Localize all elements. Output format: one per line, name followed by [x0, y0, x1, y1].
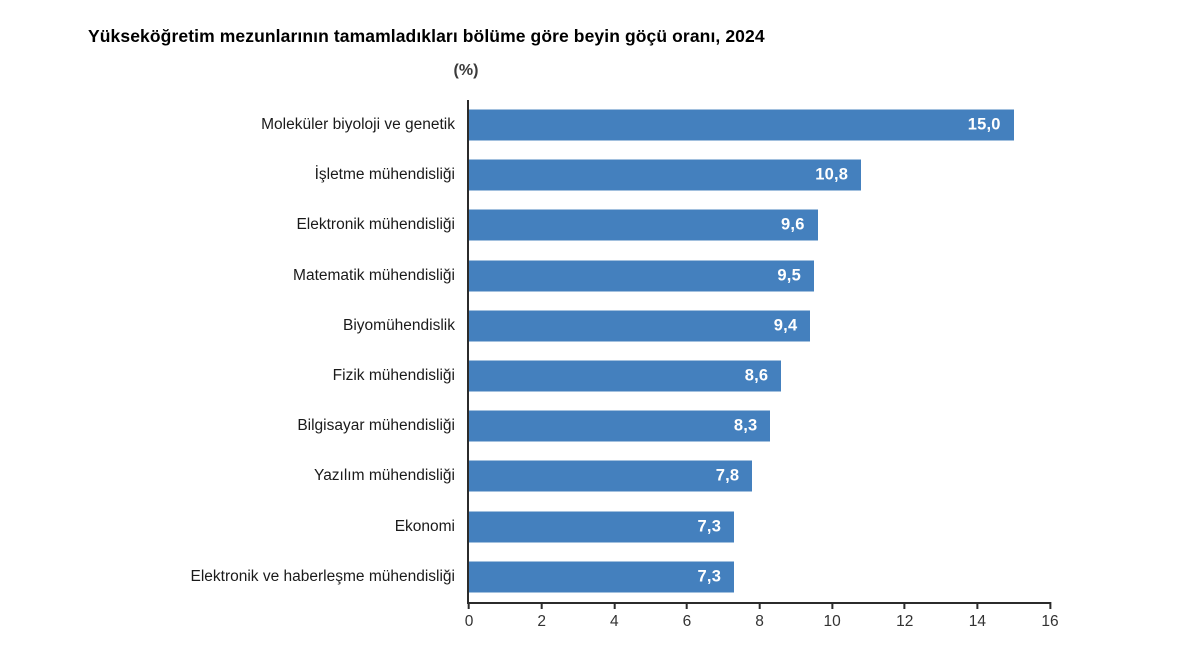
x-axis-tick: 10 [824, 602, 841, 631]
bar-row: Elektronik ve haberleşme mühendisliği 7,3 [191, 552, 1050, 602]
bar-row: Elektronik mühendisliği 9,6 [296, 200, 1050, 250]
bar-value-label: 7,3 [697, 517, 722, 536]
x-axis-tick: 12 [896, 602, 913, 631]
x-axis-tick-mark [976, 602, 979, 609]
bar-row: Moleküler biyoloji ve genetik 15,0 [261, 100, 1050, 150]
bar-row: Fizik mühendisliği 8,6 [333, 351, 1050, 401]
bar-row: İşletme mühendisliği 10,8 [315, 150, 1050, 200]
x-axis-tick-label: 2 [537, 613, 546, 630]
bar: 9,4 [469, 310, 811, 342]
bar-row: Matematik mühendisliği 9,5 [293, 251, 1050, 301]
category-label: Ekonomi [394, 517, 455, 535]
x-axis-tick-label: 4 [609, 613, 619, 630]
bar-value-label: 8,3 [733, 416, 758, 435]
bar: 15,0 [469, 109, 1014, 141]
x-axis-tick-label: 8 [755, 613, 764, 630]
bar-value-label: 9,4 [773, 316, 798, 335]
bar: 8,3 [469, 410, 771, 442]
bar: 8,6 [469, 360, 782, 392]
category-label: Matematik mühendisliği [293, 266, 455, 284]
x-axis-tick: 6 [682, 602, 692, 631]
x-axis-tick: 0 [464, 602, 474, 631]
category-label: Biyomühendislik [343, 316, 455, 334]
bar-value-label: 9,6 [781, 215, 805, 234]
bar-row: Ekonomi 7,3 [395, 502, 1050, 552]
category-label: Elektronik ve haberleşme mühendisliği [190, 567, 456, 585]
bar: 9,6 [469, 209, 818, 241]
x-axis-tick-mark [468, 602, 470, 609]
x-axis-tick: 14 [969, 602, 986, 631]
bar-row: Bilgisayar mühendisliği 8,3 [297, 401, 1050, 451]
x-axis-tick-mark [613, 602, 616, 609]
x-axis-tick-label: 16 [1041, 613, 1059, 630]
bar: 7,8 [469, 460, 753, 492]
x-axis-tick-label: 14 [968, 613, 986, 630]
bar-value-label: 7,3 [697, 567, 722, 586]
plot-area: Moleküler biyoloji ve genetik 15,0 İşletme… [191, 100, 1059, 630]
x-axis-tick-mark [831, 602, 834, 609]
bar-value-label: 9,5 [777, 266, 801, 285]
x-axis-tick-mark [1049, 602, 1051, 609]
bar: 7,3 [469, 561, 735, 593]
x-axis-tick-label: 10 [823, 613, 841, 630]
category-label: Moleküler biyoloji ve genetik [261, 116, 455, 134]
x-axis-tick-mark [685, 602, 688, 609]
x-axis-tick-mark [903, 602, 906, 609]
category-label: Elektronik mühendisliği [296, 216, 455, 234]
x-axis-tick-label: 0 [464, 613, 474, 630]
bar: 7,3 [469, 511, 735, 543]
category-label: Yazılım mühendisliği [314, 467, 455, 485]
bar-value-label: 8,6 [744, 366, 769, 385]
x-axis-tick-mark [758, 602, 761, 609]
bar-row: Yazılım mühendisliği 7,8 [314, 451, 1050, 501]
bar: 10,8 [469, 159, 862, 191]
x-axis-tick-label: 12 [896, 613, 914, 630]
x-axis-tick: 8 [755, 602, 764, 631]
category-label: İşletme mühendisliği [314, 166, 455, 184]
bar: 9,5 [469, 260, 814, 292]
x-axis-tick: 2 [537, 602, 546, 631]
x-axis-tick: 4 [610, 602, 619, 631]
x-axis-tick: 16 [1041, 602, 1059, 631]
chart-title: Yükseköğretim mezunlarının tamamladıklar… [88, 26, 765, 46]
x-axis-tick-mark [540, 602, 543, 609]
bar-row: Biyomühendislik 9,4 [343, 301, 1050, 351]
bar-value-label: 15,0 [967, 115, 1001, 134]
bar-value-label: 7,8 [715, 466, 740, 485]
chart-unit-label: (%) [453, 62, 479, 79]
x-axis-tick-label: 6 [682, 613, 692, 630]
category-label: Bilgisayar mühendisliği [297, 417, 455, 435]
bar-value-label: 10,8 [815, 165, 849, 184]
category-label: Fizik mühendisliği [332, 367, 455, 385]
